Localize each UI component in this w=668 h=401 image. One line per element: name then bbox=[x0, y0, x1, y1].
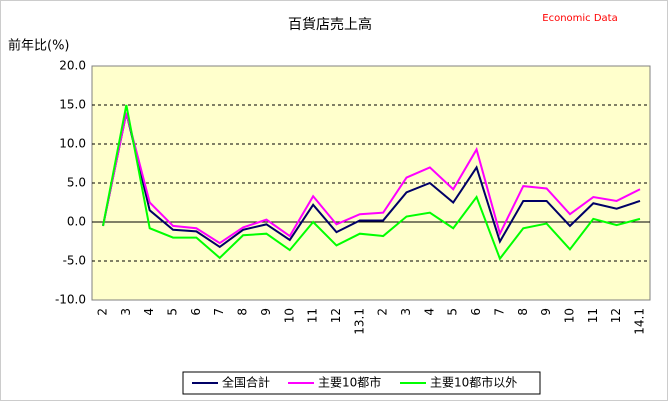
x-tick-label: 12 bbox=[329, 308, 343, 323]
source: Economic Data bbox=[542, 13, 617, 24]
y-tick-label: 10.0 bbox=[59, 137, 86, 151]
y-tick-label: -5.0 bbox=[63, 254, 86, 268]
x-tick-label: 7 bbox=[492, 308, 506, 316]
x-tick-label: 10 bbox=[562, 308, 576, 323]
y-tick-label: 15.0 bbox=[59, 98, 86, 112]
x-tick-label: 12 bbox=[609, 308, 623, 323]
x-tick-label: 8 bbox=[236, 308, 250, 316]
x-tick-label: 3 bbox=[399, 308, 413, 316]
x-tick-label: 8 bbox=[516, 308, 530, 316]
x-tick-label: 14.1 bbox=[633, 308, 647, 335]
x-tick-label: 5 bbox=[166, 308, 180, 316]
series-line bbox=[102, 112, 641, 245]
y-tick-label: -10.0 bbox=[55, 293, 86, 307]
x-tick-label: 2 bbox=[96, 308, 110, 316]
x-tick-label: 6 bbox=[189, 308, 203, 316]
x-tick-label: 5 bbox=[446, 308, 460, 316]
x-tick-label: 9 bbox=[259, 308, 273, 316]
x-tick-label: 3 bbox=[119, 308, 133, 316]
chart-title: 百貨店売上高 bbox=[288, 16, 372, 33]
legend-label: 主要10都市 bbox=[318, 375, 381, 390]
y-tick-label: 20.0 bbox=[59, 59, 86, 73]
x-tick-label: 10 bbox=[282, 308, 296, 323]
x-tick-label: 4 bbox=[422, 308, 436, 316]
x-tick-label: 7 bbox=[212, 308, 226, 316]
x-tick-label: 6 bbox=[469, 308, 483, 316]
legend-box bbox=[182, 371, 541, 395]
x-tick-label: 11 bbox=[586, 308, 600, 323]
legend-label: 主要10都市以外 bbox=[430, 375, 517, 390]
series-line bbox=[102, 112, 641, 249]
series-line bbox=[102, 104, 641, 261]
x-tick-label: 4 bbox=[142, 308, 156, 316]
x-tick-label: 11 bbox=[306, 308, 320, 323]
x-tick-label: 13.1 bbox=[352, 308, 366, 335]
y-axis-label: 前年比(%) bbox=[8, 38, 70, 54]
y-tick-label: 5.0 bbox=[67, 176, 86, 190]
x-tick-label: 2 bbox=[376, 308, 390, 316]
y-tick-label: 0.0 bbox=[67, 215, 86, 229]
x-tick-label: 9 bbox=[539, 308, 553, 316]
legend-label: 全国合計 bbox=[222, 375, 270, 390]
